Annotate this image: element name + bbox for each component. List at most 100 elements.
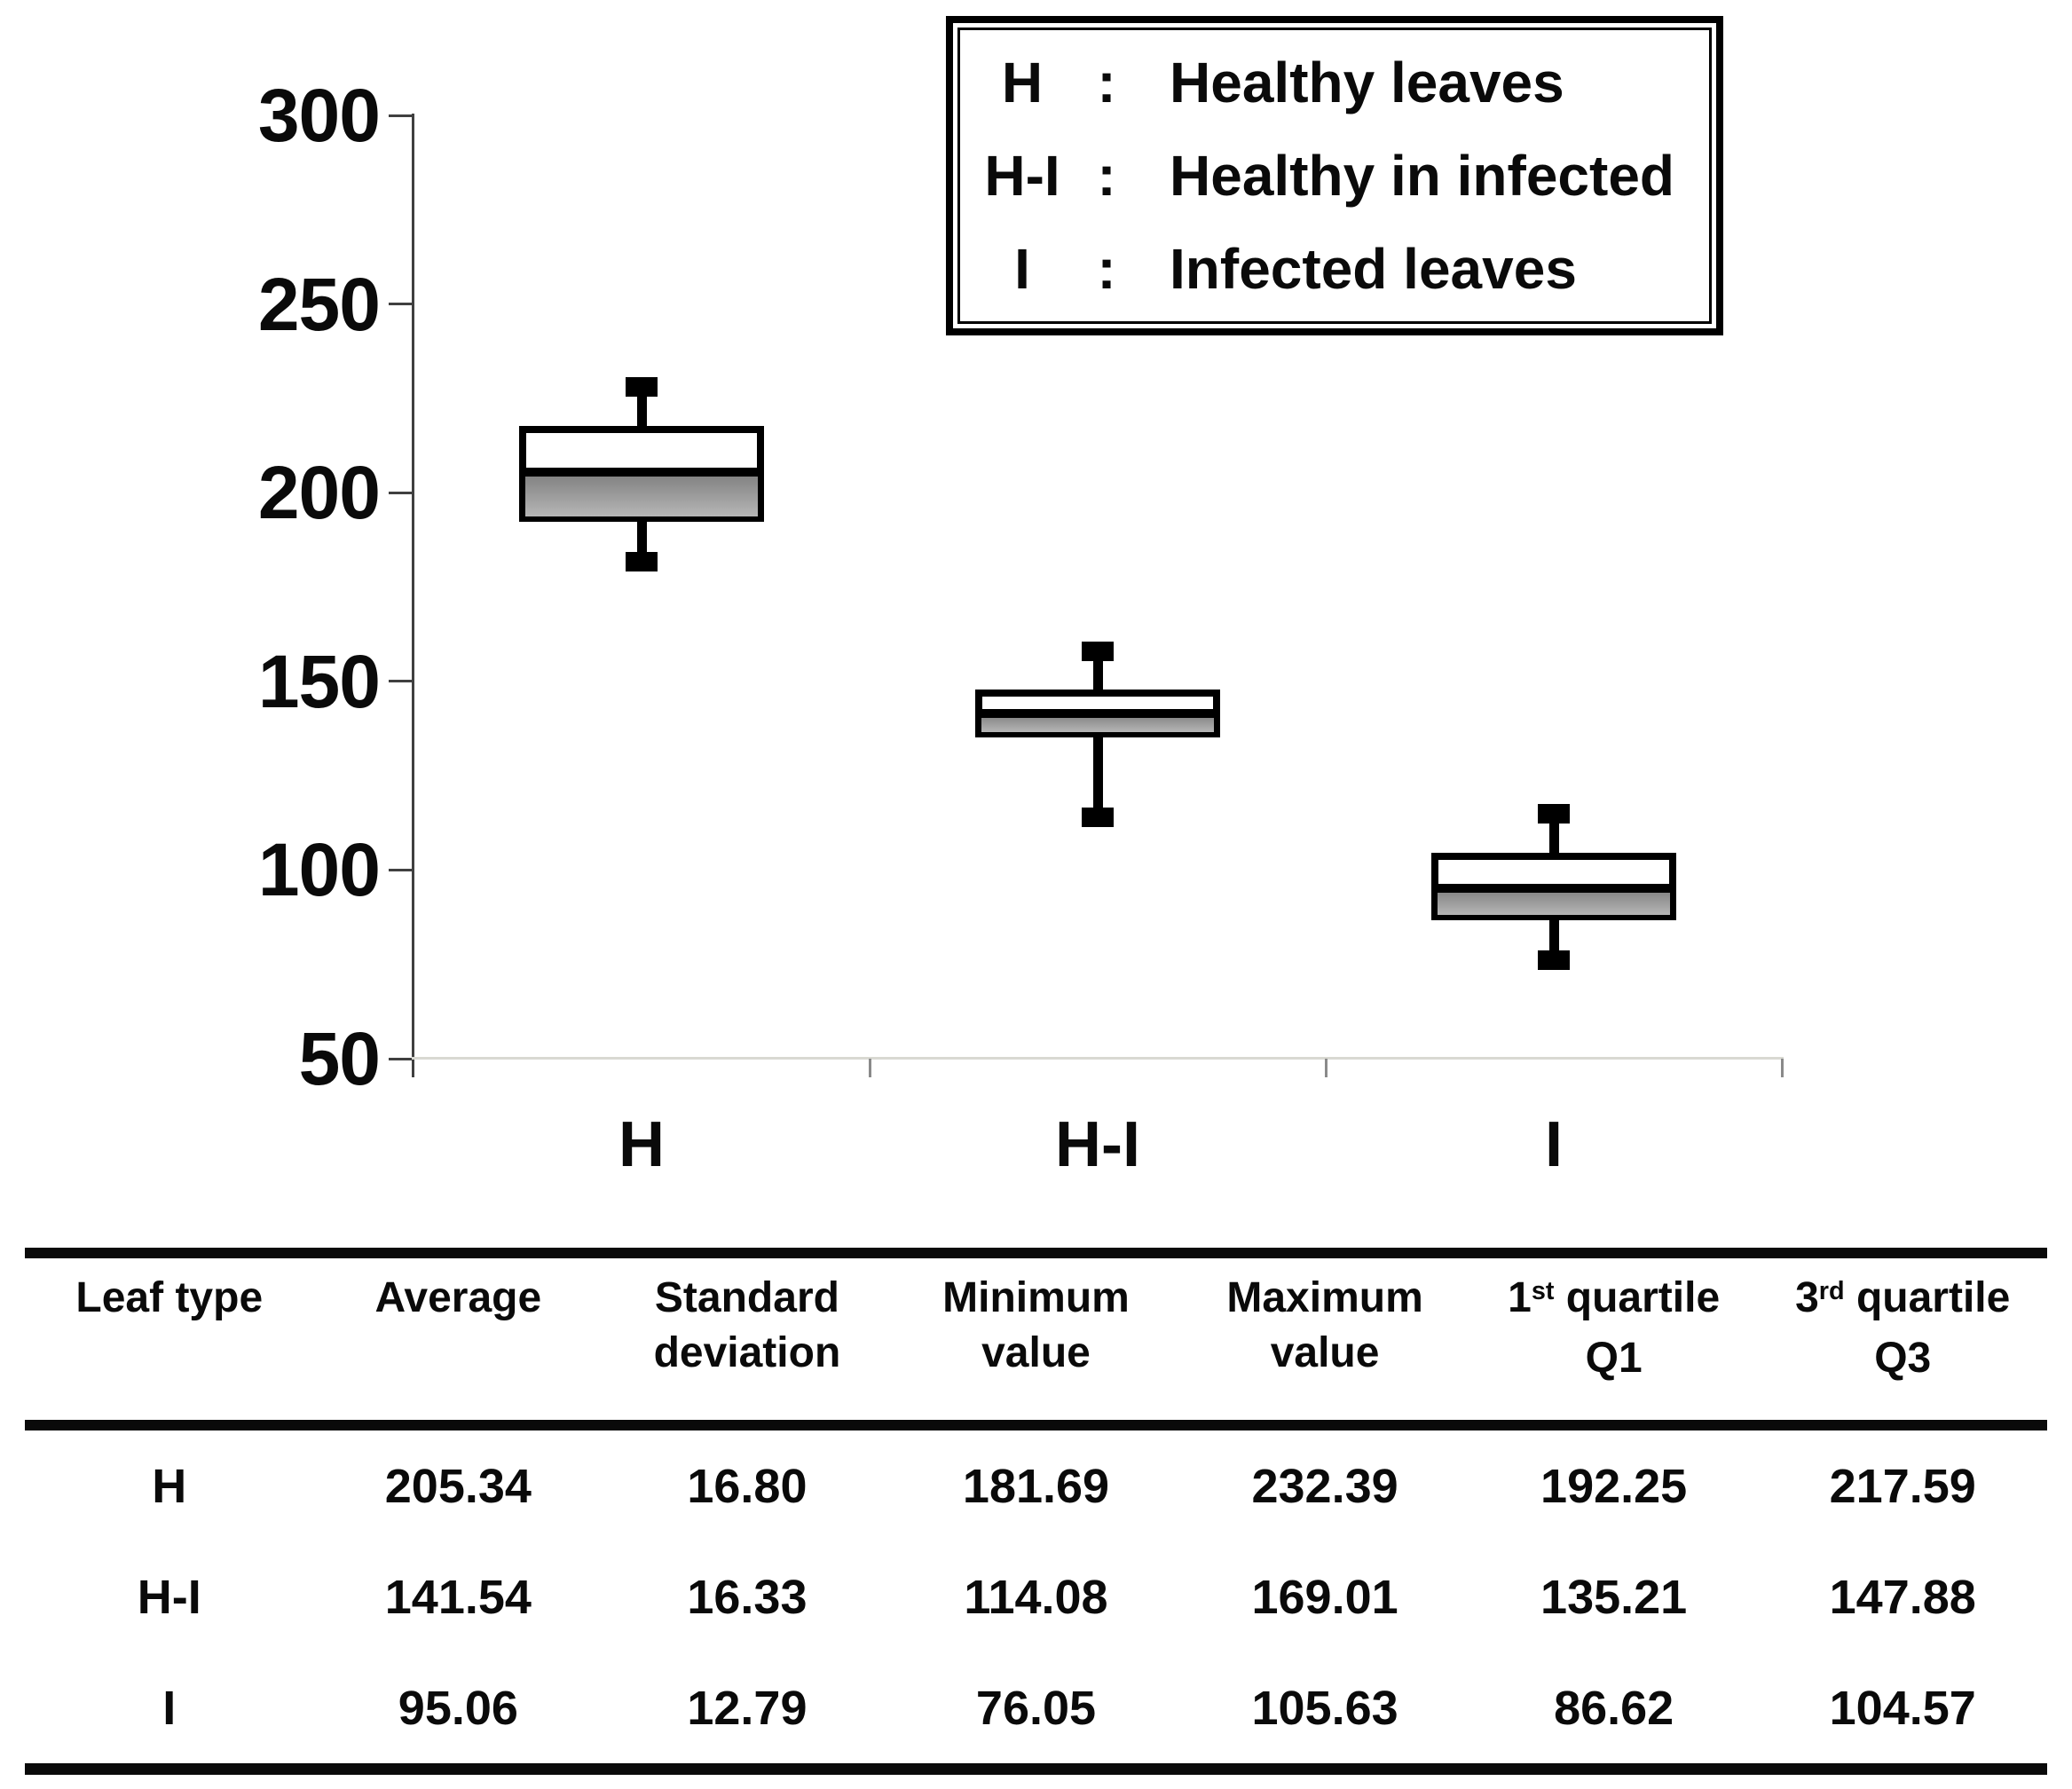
legend-symbol: H-I [984,143,1060,208]
y-axis-tick-label: 50 [298,1017,381,1100]
legend-symbol: I [1014,237,1030,302]
header-line1: Standard [603,1271,892,1326]
y-axis-tick [389,1057,412,1060]
legend-separator: : [1097,50,1116,114]
table-cell: 104.57 [1829,1681,1976,1735]
header-superscript: rd [1818,1276,1845,1305]
whisker-low-line [1548,920,1559,961]
table-row: I 95.06 12.79 76.05 105.63 86.62 104.57 [25,1652,2047,1763]
header-line1: 3rd quartile [1758,1271,2047,1331]
table-cell: H-I [137,1570,201,1624]
table-cell: 95.06 [398,1681,518,1735]
whisker-low-cap [626,552,658,572]
y-axis-tick-label: 250 [257,262,381,346]
box-plot-chart: 300 250 200 150 100 50 H H-I I H : Healthy leav… [257,16,1784,1180]
table-cell: 141.54 [384,1570,532,1624]
legend-label: Healthy in infected [1170,143,1674,208]
header-superscript: st [1531,1276,1555,1305]
table-cell: 181.69 [962,1459,1110,1513]
y-axis-tick [389,491,412,494]
whisker-high-line [1548,813,1559,853]
table-cell: I [162,1681,177,1735]
table-body: H 205.34 16.80 181.69 232.39 192.25 217.59 H-I 1… [25,1430,2047,1763]
header-cell: Average [314,1271,603,1386]
table-cell: 16.33 [687,1570,808,1624]
table-row: H-I 141.54 16.33 114.08 169.01 135.21 147.88 [25,1541,2047,1652]
box-lower-fill [525,472,758,517]
legend-item-healthy: H : Healthy leaves [969,51,1700,114]
y-axis-tick [389,114,412,117]
table-row: H 205.34 16.80 181.69 232.39 192.25 217.59 [25,1430,2047,1541]
header-line1: Maximum [1180,1271,1469,1326]
header-text: Maximum [1226,1274,1423,1321]
table-cell: 232.39 [1251,1459,1398,1513]
chart-legend: H : Healthy leaves H-I : Healthy in infe… [946,16,1723,335]
whisker-high-cap [1082,641,1114,661]
table-cell: 105.63 [1251,1681,1398,1735]
y-axis-tick-label: 300 [257,74,381,157]
header-cell: Leaf type [25,1271,314,1386]
legend-frame: H : Healthy leaves H-I : Healthy in infe… [957,28,1712,324]
table-cell: 169.01 [1251,1570,1398,1624]
whisker-low-cap [1082,807,1114,827]
table-cell: H [152,1459,187,1513]
table-cell: 135.21 [1540,1570,1688,1624]
header-cell: 3rd quartile Q3 [1758,1271,2047,1386]
median-line [1431,884,1676,894]
legend-symbol: H [1001,50,1044,114]
y-axis-tick-label: 100 [257,828,381,912]
x-axis-tick [1324,1059,1327,1077]
box-lower-fill [981,713,1214,732]
legend-label: Healthy leaves [1170,50,1564,114]
summary-table: Leaf type Average Standard deviation Minimum… [25,1248,2047,1775]
header-text: Minimum [942,1274,1130,1321]
legend-item-healthy-in-infected: H-I : Healthy in infected [969,145,1700,207]
y-axis-line [412,114,414,1077]
y-axis-tick-label: 200 [257,451,381,535]
y-axis-tick [389,868,412,871]
x-category-label-I: I [1544,1109,1563,1180]
header-cell: Standard deviation [603,1271,892,1386]
y-axis-tick [389,303,412,306]
table-cell: 12.79 [687,1681,808,1735]
table-cell: 205.34 [384,1459,532,1513]
header-line1: 1st quartile [1469,1271,1759,1331]
header-cell: Maximum value [1180,1271,1469,1386]
header-line2: value [981,1329,1091,1376]
legend-separator: : [1097,237,1116,302]
x-category-label-H: H [618,1109,665,1180]
table-cell: 76.05 [975,1681,1097,1735]
table-cell: 114.08 [964,1570,1108,1624]
median-line [519,468,764,477]
legend-label: Infected leaves [1170,237,1577,302]
whisker-low-line [636,522,647,563]
header-line2: value [1270,1329,1380,1376]
header-line1: Leaf type [25,1271,314,1326]
y-axis-tick-label: 150 [257,639,381,723]
table-cell: 16.80 [687,1459,808,1513]
table-cell: 217.59 [1829,1459,1976,1513]
whisker-high-line [1092,650,1103,690]
whisker-low-cap [1538,950,1570,971]
median-line [975,708,1220,718]
table-cell: 147.88 [1829,1570,1976,1624]
header-line2: Q3 [1874,1335,1932,1382]
table-cell: 86.62 [1554,1681,1674,1735]
x-category-label-H-I: H-I [1055,1109,1140,1180]
header-text: Average [374,1274,542,1321]
header-line2: deviation [653,1329,841,1376]
header-line1: Average [314,1271,603,1326]
header-text: Standard [654,1274,839,1321]
legend-item-infected: I : Infected leaves [969,238,1700,300]
x-axis-tick [868,1059,871,1077]
whisker-low-line [1092,737,1103,817]
whisker-high-line [636,387,647,427]
header-cell: Minimum value [892,1271,1181,1386]
table-header-row: Leaf type Average Standard deviation Minimum… [25,1258,2047,1430]
table-cell: 192.25 [1540,1459,1688,1513]
y-axis-tick [389,680,412,683]
x-axis-baseline [412,1057,1784,1060]
whisker-high-cap [626,377,658,398]
header-text: 1 [1508,1274,1532,1321]
